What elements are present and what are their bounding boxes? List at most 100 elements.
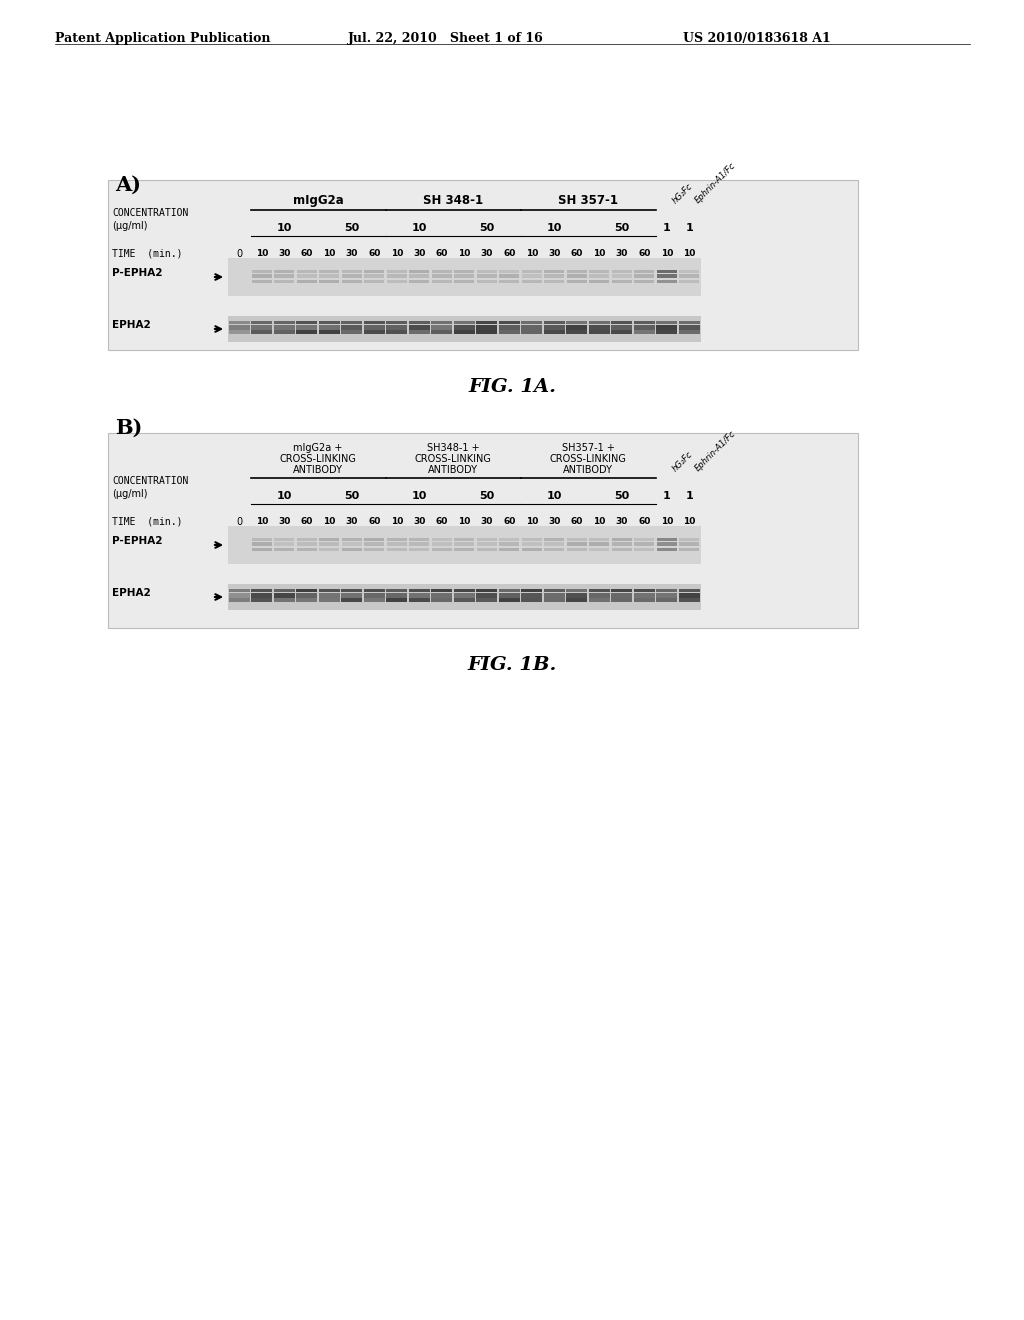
Bar — [590, 539, 609, 541]
Text: FIG. 1B.: FIG. 1B. — [467, 656, 557, 675]
Bar — [431, 598, 453, 602]
Bar — [567, 539, 587, 541]
Bar — [656, 598, 677, 602]
Bar — [477, 539, 497, 541]
Bar — [319, 543, 339, 546]
Text: 60: 60 — [368, 249, 381, 257]
Bar — [455, 275, 474, 279]
Text: 50: 50 — [479, 223, 495, 234]
Bar — [454, 330, 474, 334]
Bar — [409, 321, 430, 323]
Bar — [545, 543, 564, 546]
Text: 60: 60 — [638, 249, 650, 257]
Text: 10: 10 — [525, 249, 538, 257]
Bar — [521, 325, 542, 330]
Text: 1: 1 — [663, 491, 671, 502]
Text: 10: 10 — [683, 249, 695, 257]
Bar — [499, 325, 519, 330]
Text: 30: 30 — [615, 517, 628, 525]
Bar — [679, 271, 699, 273]
Bar — [318, 593, 340, 598]
Bar — [274, 548, 294, 550]
Text: 30: 30 — [548, 249, 560, 257]
Bar — [634, 593, 654, 598]
Bar — [522, 280, 542, 282]
Bar — [364, 321, 385, 323]
Bar — [455, 280, 474, 282]
Text: 30: 30 — [480, 249, 493, 257]
Text: (μg/ml): (μg/ml) — [112, 488, 147, 499]
Text: 50: 50 — [614, 491, 630, 502]
Text: 10: 10 — [256, 249, 268, 257]
Bar — [273, 330, 295, 334]
Text: 30: 30 — [548, 517, 560, 525]
Bar — [499, 330, 519, 334]
Text: 10: 10 — [525, 517, 538, 525]
Bar — [567, 548, 587, 550]
Bar — [634, 598, 654, 602]
Bar — [273, 325, 295, 330]
Bar — [432, 548, 452, 550]
Bar — [656, 593, 677, 598]
Bar — [476, 593, 497, 598]
Bar — [431, 593, 453, 598]
Bar — [252, 543, 271, 546]
Bar — [521, 598, 542, 602]
Bar — [679, 593, 699, 598]
Text: Patent Application Publication: Patent Application Publication — [55, 32, 270, 45]
Bar — [455, 271, 474, 273]
Bar — [252, 280, 271, 282]
Bar — [612, 271, 632, 273]
Bar — [679, 325, 699, 330]
Bar — [455, 543, 474, 546]
Bar — [229, 593, 250, 598]
Bar — [500, 548, 519, 550]
Bar — [656, 275, 677, 279]
Text: FIG. 1A.: FIG. 1A. — [468, 378, 556, 396]
Text: 60: 60 — [503, 517, 515, 525]
Text: CROSS-LINKING: CROSS-LINKING — [280, 454, 356, 465]
Text: TIME  (min.): TIME (min.) — [112, 517, 182, 527]
Text: 50: 50 — [479, 491, 495, 502]
Bar — [387, 548, 407, 550]
Bar — [589, 598, 609, 602]
Text: 10: 10 — [660, 517, 673, 525]
Bar — [409, 325, 430, 330]
Bar — [409, 330, 430, 334]
Bar — [410, 539, 429, 541]
Bar — [589, 321, 609, 323]
Text: SH348-1 +: SH348-1 + — [427, 444, 479, 453]
Bar — [387, 543, 407, 546]
Bar — [544, 325, 564, 330]
Text: CROSS-LINKING: CROSS-LINKING — [550, 454, 627, 465]
Bar — [634, 589, 654, 591]
Bar — [432, 275, 452, 279]
Text: 60: 60 — [301, 517, 313, 525]
Bar — [476, 589, 497, 591]
Bar — [296, 325, 317, 330]
Bar — [318, 598, 340, 602]
Bar — [274, 271, 294, 273]
Bar — [500, 275, 519, 279]
Bar — [656, 589, 677, 591]
Text: ANTIBODY: ANTIBODY — [428, 465, 478, 475]
Bar — [612, 275, 632, 279]
Bar — [611, 325, 632, 330]
Bar — [386, 589, 408, 591]
Bar — [274, 539, 294, 541]
Bar — [544, 330, 564, 334]
Bar — [252, 321, 272, 323]
Text: 10: 10 — [256, 517, 268, 525]
Bar — [656, 543, 677, 546]
Bar — [500, 280, 519, 282]
Bar — [566, 325, 587, 330]
Bar — [252, 275, 271, 279]
Text: (μg/ml): (μg/ml) — [112, 220, 147, 231]
Bar — [656, 280, 677, 282]
Text: 50: 50 — [344, 491, 359, 502]
Bar — [521, 593, 542, 598]
Text: mIgG2a +: mIgG2a + — [293, 444, 343, 453]
Bar — [228, 257, 700, 296]
Text: EPHA2: EPHA2 — [112, 319, 151, 330]
Text: 60: 60 — [435, 249, 447, 257]
